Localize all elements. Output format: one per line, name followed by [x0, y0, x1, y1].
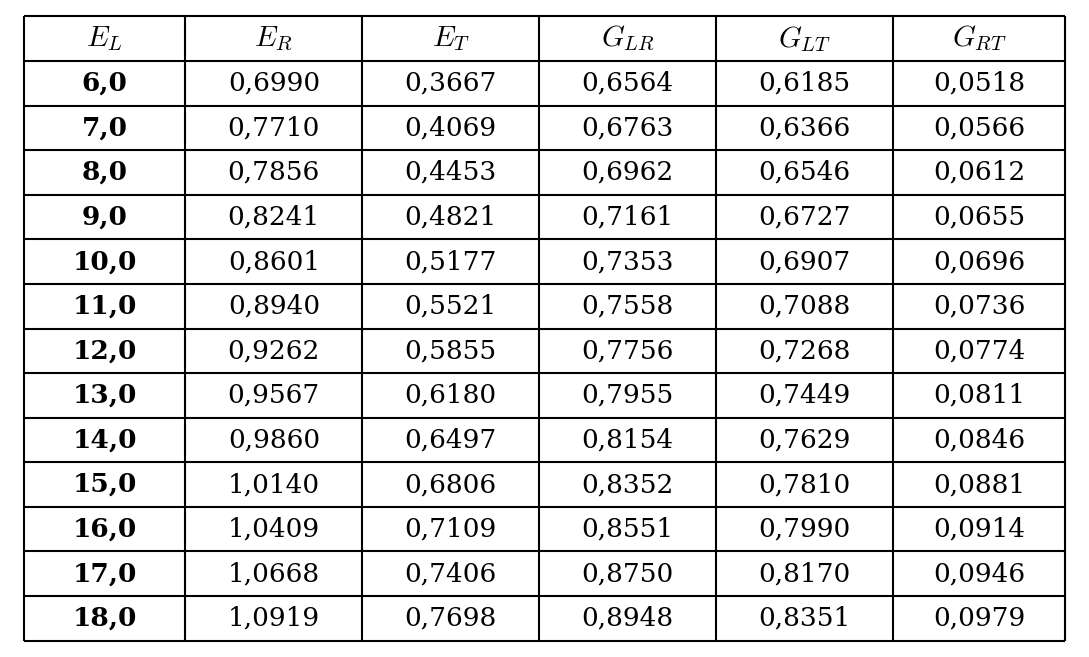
- Text: 0,0566: 0,0566: [933, 116, 1025, 141]
- Text: 0,7756: 0,7756: [582, 338, 674, 363]
- Text: 0,7449: 0,7449: [759, 383, 851, 408]
- Text: $G_{RT}$: $G_{RT}$: [952, 24, 1006, 53]
- Text: 0,8940: 0,8940: [228, 294, 320, 319]
- Text: 0,8170: 0,8170: [759, 561, 851, 586]
- Text: $G_{LT}$: $G_{LT}$: [779, 24, 831, 54]
- Text: 0,5855: 0,5855: [405, 338, 497, 363]
- Text: 0,0518: 0,0518: [933, 71, 1025, 96]
- Text: 9,0: 9,0: [82, 204, 127, 229]
- Text: 0,7629: 0,7629: [759, 428, 851, 453]
- Text: 0,7558: 0,7558: [582, 294, 674, 319]
- Text: 11,0: 11,0: [73, 294, 137, 319]
- Text: 0,0696: 0,0696: [933, 249, 1025, 274]
- Text: 0,7109: 0,7109: [405, 516, 497, 541]
- Text: 0,0946: 0,0946: [933, 561, 1025, 586]
- Text: 14,0: 14,0: [72, 428, 137, 453]
- Text: 15,0: 15,0: [73, 472, 137, 497]
- Text: 0,0914: 0,0914: [933, 516, 1025, 541]
- Text: 0,6185: 0,6185: [759, 71, 851, 96]
- Text: 13,0: 13,0: [73, 383, 137, 408]
- Text: 17,0: 17,0: [73, 561, 137, 586]
- Text: 12,0: 12,0: [73, 338, 137, 363]
- Text: 0,8948: 0,8948: [582, 606, 674, 631]
- Text: 0,8351: 0,8351: [759, 606, 851, 631]
- Text: 0,6763: 0,6763: [582, 116, 674, 141]
- Text: 0,7990: 0,7990: [759, 516, 851, 541]
- Text: 0,0881: 0,0881: [933, 472, 1025, 497]
- Text: 0,9567: 0,9567: [228, 383, 320, 408]
- Text: 0,5521: 0,5521: [405, 294, 497, 319]
- Text: 1,0668: 1,0668: [228, 561, 320, 586]
- Text: 0,7268: 0,7268: [759, 338, 851, 363]
- Text: 0,3667: 0,3667: [405, 71, 497, 96]
- Text: 1,0409: 1,0409: [228, 516, 320, 541]
- Text: 0,0655: 0,0655: [933, 204, 1025, 229]
- Text: 0,6806: 0,6806: [405, 472, 497, 497]
- Text: 0,6564: 0,6564: [582, 71, 674, 96]
- Text: 1,0140: 1,0140: [228, 472, 320, 497]
- Text: 0,6366: 0,6366: [759, 116, 851, 141]
- Text: 10,0: 10,0: [73, 249, 137, 274]
- Text: 0,8352: 0,8352: [582, 472, 674, 497]
- Text: 0,7810: 0,7810: [759, 472, 851, 497]
- Text: 0,7856: 0,7856: [228, 160, 320, 185]
- Text: 1,0919: 1,0919: [228, 606, 320, 631]
- Text: 0,6180: 0,6180: [405, 383, 497, 408]
- Text: 0,8154: 0,8154: [582, 428, 674, 453]
- Text: 0,4821: 0,4821: [405, 204, 497, 229]
- Text: 0,8241: 0,8241: [228, 204, 320, 229]
- Text: 0,7710: 0,7710: [228, 116, 320, 141]
- Text: 6,0: 6,0: [82, 71, 127, 96]
- Text: 0,7353: 0,7353: [582, 249, 674, 274]
- Text: 7,0: 7,0: [82, 116, 127, 141]
- Text: 0,6990: 0,6990: [228, 71, 320, 96]
- Text: 0,7406: 0,7406: [405, 561, 497, 586]
- Text: 8,0: 8,0: [82, 160, 127, 185]
- Text: 0,4453: 0,4453: [405, 160, 497, 185]
- Text: 0,0774: 0,0774: [933, 338, 1026, 363]
- Text: $E_T$: $E_T$: [432, 24, 469, 53]
- Text: 0,8750: 0,8750: [582, 561, 674, 586]
- Text: 0,6727: 0,6727: [759, 204, 851, 229]
- Text: 0,7161: 0,7161: [582, 204, 674, 229]
- Text: 0,0736: 0,0736: [933, 294, 1026, 319]
- Text: $G_{LR}$: $G_{LR}$: [601, 24, 654, 53]
- Text: 0,0846: 0,0846: [933, 428, 1025, 453]
- Text: 0,4069: 0,4069: [405, 116, 497, 141]
- Text: 0,7698: 0,7698: [405, 606, 497, 631]
- Text: 0,6546: 0,6546: [759, 160, 851, 185]
- Text: 0,0811: 0,0811: [933, 383, 1025, 408]
- Text: 0,5177: 0,5177: [405, 249, 497, 274]
- Text: 18,0: 18,0: [73, 606, 137, 631]
- Text: 0,6962: 0,6962: [582, 160, 674, 185]
- Text: $E_L$: $E_L$: [86, 24, 123, 53]
- Text: 0,8601: 0,8601: [228, 249, 320, 274]
- Text: 0,0612: 0,0612: [933, 160, 1025, 185]
- Text: 0,6907: 0,6907: [759, 249, 851, 274]
- Text: 0,6497: 0,6497: [405, 428, 497, 453]
- Text: 16,0: 16,0: [73, 516, 137, 541]
- Text: 0,7955: 0,7955: [582, 383, 674, 408]
- Text: $E_R$: $E_R$: [255, 24, 293, 53]
- Text: 0,9262: 0,9262: [228, 338, 320, 363]
- Text: 0,8551: 0,8551: [582, 516, 674, 541]
- Text: 0,0979: 0,0979: [933, 606, 1025, 631]
- Text: 0,9860: 0,9860: [228, 428, 320, 453]
- Text: 0,7088: 0,7088: [759, 294, 851, 319]
